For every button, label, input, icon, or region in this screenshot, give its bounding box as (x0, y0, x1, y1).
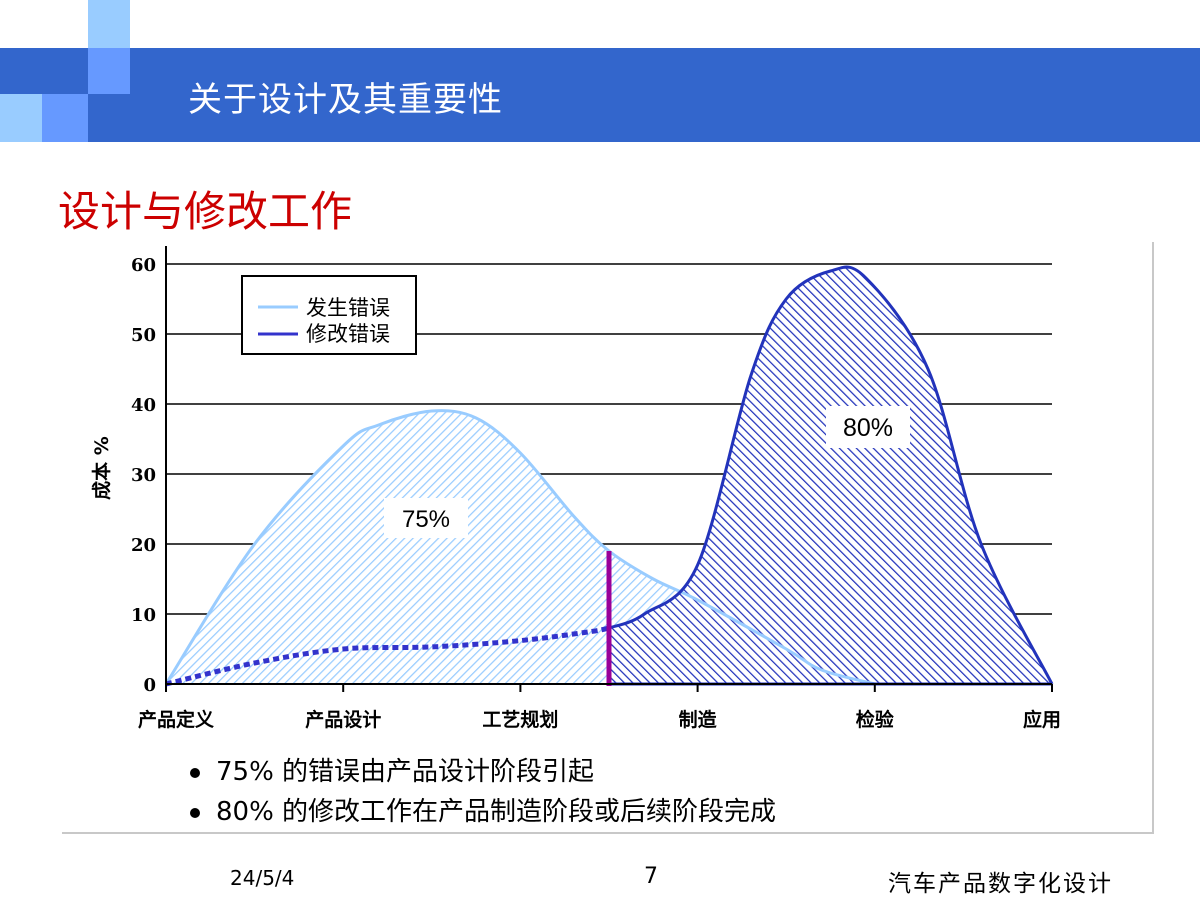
bullet-item: 75% 的错误由产品设计阶段引起 (190, 752, 776, 792)
slide-title-part1: 设计与 (58, 187, 185, 236)
y-tick-label: 0 (143, 675, 156, 696)
bullet-dot (190, 767, 200, 778)
y-axis-title: 成本 % (90, 436, 113, 500)
decor-square (42, 94, 88, 142)
annotation-80-bg (826, 406, 910, 448)
y-tick-label: 60 (131, 255, 156, 276)
bullet-list: 75% 的错误由产品设计阶段引起 80% 的修改工作在产品制造阶段或后续阶段完成 (190, 752, 776, 832)
x-tick-label: 检验 (856, 708, 895, 731)
y-tick-label: 20 (131, 535, 156, 556)
x-tick-label: 应用 (1023, 708, 1061, 731)
y-tick-label: 40 (131, 395, 156, 416)
x-tick-label: 工艺规划 (482, 708, 558, 731)
bullet-item: 80% 的修改工作在产品制造阶段或后续阶段完成 (190, 792, 776, 832)
y-tick-label: 50 (131, 325, 156, 346)
y-tick-label: 30 (131, 465, 156, 486)
legend-box (241, 275, 417, 355)
slide-title: 设计与修改工作 (58, 178, 352, 239)
x-tick-label: 产品设计 (305, 708, 381, 731)
series-area-fix (609, 267, 1052, 684)
legend-label-fix: 修改错误 (306, 322, 390, 346)
bullet-text: 80% 的修改工作在产品制造阶段或后续阶段完成 (216, 797, 777, 827)
decor-square (88, 0, 130, 48)
series-line-occur (164, 409, 876, 686)
footer-page-number: 7 (644, 864, 658, 889)
header-title: 关于设计及其重要性 (188, 80, 503, 120)
legend-label-occur: 发生错误 (306, 296, 390, 320)
y-tick-label: 10 (131, 605, 156, 626)
annotation-75: 75% (402, 506, 450, 533)
x-tick-label: 产品定义 (138, 708, 214, 731)
series-line-fix-dashed (165, 625, 610, 687)
slide-title-part2: 修改工作 (184, 187, 353, 236)
annotation-75-bg (384, 498, 468, 538)
footer-date: 24/5/4 (230, 866, 295, 890)
bullet-dot (190, 807, 200, 818)
decor-square (0, 94, 42, 142)
bullet-text: 75% 的错误由产品设计阶段引起 (216, 757, 595, 787)
chart-frame (62, 242, 1154, 834)
header-band (0, 48, 1200, 142)
x-tick-label: 制造 (679, 708, 718, 731)
footer-course-title: 汽车产品数字化设计 (888, 871, 1113, 897)
decor-square (88, 48, 130, 94)
series-line-fix (608, 265, 1054, 685)
annotation-80: 80% (843, 414, 893, 442)
